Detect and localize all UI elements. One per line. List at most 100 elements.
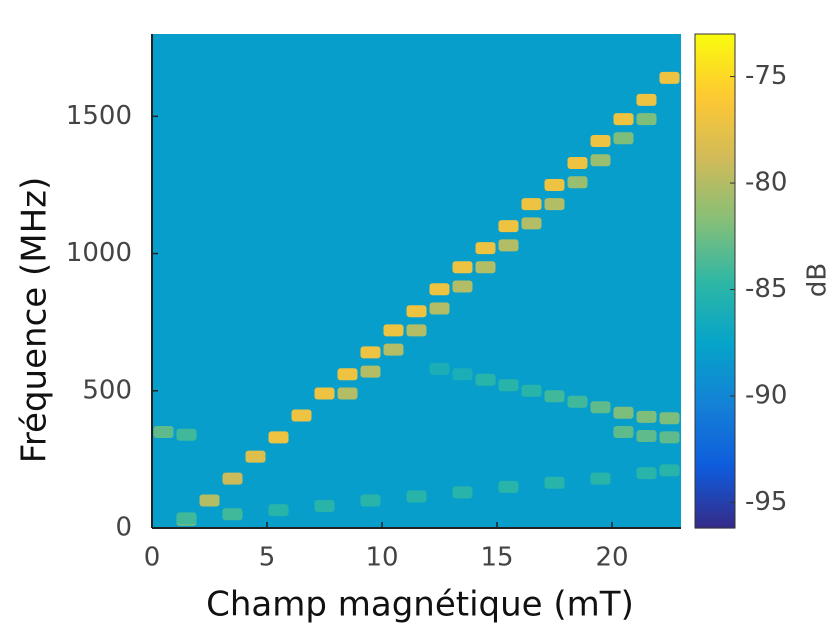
heatmap-cell [544,178,565,191]
heatmap-cell [406,324,427,337]
heatmap-cell [590,472,611,485]
heatmap-cell [291,409,312,422]
colorbar-segment [695,268,735,274]
heatmap-cell [429,362,450,375]
colorbar-segment [695,359,735,364]
colorbar-frame [694,33,736,529]
colorbar-segment [695,173,735,179]
colorbar-tick-label: -95 [745,487,787,517]
heatmap-cell [567,395,588,408]
colorbar-segment [695,252,735,257]
colorbar-segment [695,272,735,278]
colorbar-segment [695,420,735,426]
colorbar-segment [695,309,735,315]
colorbar-segment [695,445,735,451]
heatmap-cell [360,346,381,359]
colorbar-segment [695,503,735,509]
heatmap-cell [613,425,634,438]
colorbar-segment [695,400,735,406]
colorbar-segment [695,256,735,262]
colorbar-segment [695,383,735,389]
colorbar-segment [695,231,735,237]
colorbar-segment [695,99,735,105]
colorbar-segment [695,338,735,344]
heatmap-cell [636,410,657,423]
colorbar-segment [695,239,735,245]
heatmap-cell [613,406,634,419]
heatmap-cell [613,132,634,145]
x-tick-label: 15 [480,543,513,573]
colorbar-segment [695,145,735,150]
colorbar-segment [695,128,735,134]
colorbar-segment [695,449,735,455]
heatmap-cell [452,368,473,381]
colorbar-segment [695,490,735,496]
heatmap-cell [452,280,473,293]
colorbar-segment [695,62,735,68]
heatmap-cell [429,283,450,296]
colorbar-segment [695,470,735,476]
heatmap-cell [636,467,657,480]
colorbar-tick-label: -90 [745,380,787,410]
colorbar-segment [695,396,735,401]
colorbar-segment [695,153,735,159]
y-tick-label: 500 [82,375,132,405]
colorbar-segment [695,408,735,414]
colorbar-segment [695,322,735,327]
colorbar-segment [695,507,735,513]
colorbar-segment [695,281,735,286]
heatmap-cell [498,239,519,252]
heatmap-cell [544,390,565,403]
colorbar-segment [695,326,735,331]
colorbar-segment [695,169,735,175]
colorbar-segment [695,313,735,319]
colorbar-segment [695,478,735,484]
colorbar-segment [695,38,735,43]
heatmap-cell [567,176,588,189]
heatmap-cell [590,401,611,414]
colorbar-tick-label: -80 [745,168,787,198]
colorbar-segment [695,264,735,270]
heatmap-cell [222,472,243,485]
colorbar-segment [695,34,735,39]
colorbar-segment [695,248,735,253]
heatmap-cell [383,343,404,356]
heatmap-cell [176,428,197,441]
heatmap-cell [360,365,381,378]
colorbar-segment [695,466,735,471]
colorbar-segment [695,499,735,504]
colorbar-segment [695,433,735,439]
heatmap-cell [406,305,427,318]
heatmap-cell [498,379,519,392]
colorbar-segment [695,392,735,397]
heatmap-cell [636,430,657,443]
colorbar-segment [695,486,735,492]
heatmap-cell [383,324,404,337]
colorbar-segment [695,371,735,377]
colorbar-segment [695,330,735,336]
heatmap-cell [521,384,542,397]
colorbar-segment [695,165,735,171]
heatmap-cell [498,480,519,493]
y-axis-label: Fréquence (MHz) [15,177,55,464]
colorbar-segment [695,285,735,290]
heatmap-cell [567,156,588,169]
heatmap-cell [659,431,680,444]
colorbar-segment [695,425,735,430]
x-tick-label: 0 [144,543,161,573]
colorbar-segment [695,182,735,187]
heatmap-cell [314,387,335,400]
colorbar-segment [695,293,735,299]
colorbar-segment [695,350,735,356]
colorbar-segment [695,515,735,521]
colorbar-segment [695,297,735,303]
y-tick-label: 0 [115,513,132,543]
colorbar-segment [695,523,735,529]
heatmap-cell [636,113,657,126]
colorbar-segment [695,215,735,220]
colorbar-segment [695,404,735,410]
colorbar-segment [695,260,735,266]
colorbar-segment [695,495,735,500]
colorbar-segment [695,103,735,109]
